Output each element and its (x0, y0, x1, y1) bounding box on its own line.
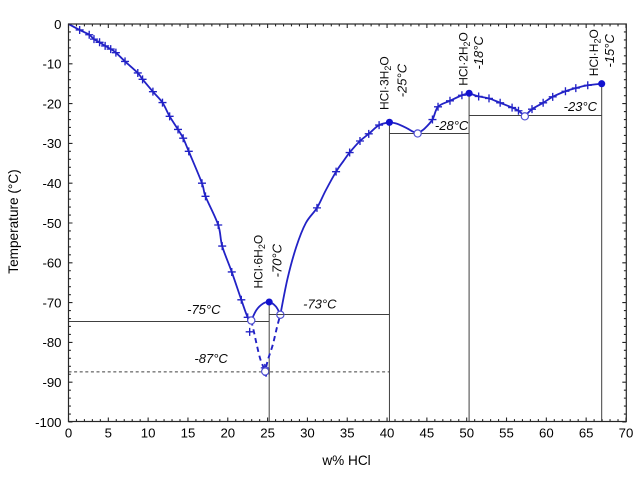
svg-text:30: 30 (300, 426, 315, 441)
svg-text:-15°C: -15°C (602, 34, 617, 68)
svg-text:-10: -10 (42, 57, 61, 72)
svg-text:HCl·H2O: HCl·H2O (587, 29, 603, 76)
svg-text:HCl·2H2O: HCl·2H2O (457, 32, 473, 86)
svg-text:-70°C: -70°C (270, 243, 285, 277)
svg-text:35: 35 (340, 426, 355, 441)
svg-text:w% HCl: w% HCl (321, 453, 370, 468)
svg-text:5: 5 (105, 426, 112, 441)
svg-text:-20: -20 (42, 96, 61, 111)
svg-text:70: 70 (619, 426, 634, 441)
svg-text:-23°C: -23°C (564, 99, 598, 114)
svg-text:-73°C: -73°C (303, 297, 337, 312)
svg-text:65: 65 (579, 426, 594, 441)
svg-text:0: 0 (65, 426, 72, 441)
svg-text:10: 10 (141, 426, 156, 441)
svg-text:-80: -80 (42, 335, 61, 350)
svg-text:-70: -70 (42, 295, 61, 310)
svg-text:60: 60 (539, 426, 554, 441)
svg-text:-90: -90 (42, 375, 61, 390)
svg-text:0: 0 (54, 17, 61, 32)
svg-text:-50: -50 (42, 216, 61, 231)
svg-text:-75°C: -75°C (187, 302, 221, 317)
svg-text:15: 15 (181, 426, 196, 441)
svg-text:-28°C: -28°C (435, 118, 469, 133)
svg-text:-18°C: -18°C (471, 36, 486, 70)
svg-text:45: 45 (420, 426, 435, 441)
svg-text:HCl·3H2O: HCl·3H2O (378, 56, 394, 110)
svg-text:25: 25 (260, 426, 275, 441)
svg-text:20: 20 (220, 426, 235, 441)
svg-text:HCl·6H2O: HCl·6H2O (252, 235, 268, 289)
svg-text:40: 40 (380, 426, 395, 441)
svg-text:-30: -30 (42, 136, 61, 151)
svg-text:-40: -40 (42, 176, 61, 191)
svg-text:Temperature (°C): Temperature (°C) (6, 169, 21, 273)
svg-text:55: 55 (499, 426, 514, 441)
svg-text:-25°C: -25°C (395, 63, 410, 97)
svg-text:-60: -60 (42, 256, 61, 271)
svg-text:-100: -100 (35, 415, 61, 430)
svg-text:-87°C: -87°C (194, 351, 228, 366)
svg-text:50: 50 (459, 426, 474, 441)
